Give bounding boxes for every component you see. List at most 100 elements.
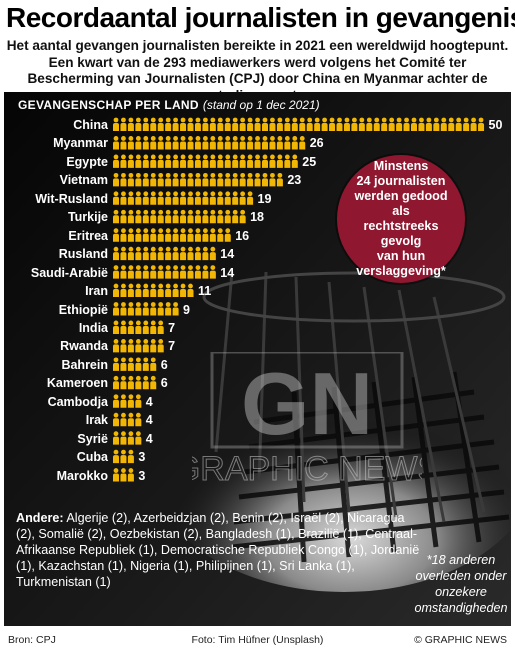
person-icon (373, 117, 380, 131)
person-icon (187, 117, 194, 131)
person-icon (165, 191, 172, 205)
person-icon (269, 154, 276, 168)
person-icon (127, 449, 134, 464)
person-icon (135, 394, 142, 408)
bar (113, 302, 179, 316)
person-icon (113, 117, 119, 131)
person-icon (239, 172, 246, 187)
person-icon (209, 117, 216, 131)
person-icon (150, 357, 157, 371)
person-icon (232, 209, 239, 224)
person-icon (224, 191, 231, 205)
person-icon (113, 191, 119, 205)
bar-value-label: 16 (235, 228, 250, 243)
person-icon (150, 136, 157, 150)
bar-value-label: 11 (197, 284, 212, 299)
person-icon (336, 117, 343, 131)
person-icon (157, 136, 164, 150)
person-icon (120, 209, 127, 224)
person-icon (135, 246, 142, 261)
person-icon (165, 283, 172, 298)
person-icon (165, 117, 172, 131)
person-icon (135, 136, 142, 150)
country-label: Myanmar (53, 136, 108, 151)
person-icon (217, 117, 224, 131)
person-icon (135, 412, 142, 427)
person-icon (150, 283, 157, 298)
person-icon (321, 117, 328, 131)
bar-value-label: 6 (160, 376, 168, 391)
other-countries: Andere: Algerije (2), Azerbeidzjan (2), … (16, 510, 426, 590)
person-icon (254, 154, 261, 168)
person-icon (127, 394, 134, 408)
person-icon (247, 191, 254, 205)
person-icon (165, 246, 172, 261)
person-icon (194, 191, 201, 205)
person-icon (284, 154, 291, 168)
bar-value-label: 3 (138, 450, 146, 465)
person-icon (172, 209, 179, 224)
country-label: Irak (85, 413, 108, 428)
person-icon (113, 394, 119, 408)
person-icon (194, 228, 201, 242)
person-icon (202, 209, 209, 224)
person-icon (217, 228, 224, 242)
badge-line: van hun (376, 249, 426, 263)
person-icon (232, 136, 239, 150)
person-icon (135, 172, 142, 187)
bar (113, 154, 298, 168)
bar-value-label: 9 (183, 302, 190, 317)
country-label: Marokko (56, 468, 108, 483)
footer: Bron: CPJ Foto: Tim Hüfner (Unsplash) © … (0, 628, 515, 650)
chart-note: (stand op 1 dec 2021) (202, 98, 320, 112)
person-icon (202, 246, 209, 261)
person-icon (150, 265, 157, 279)
person-icon (135, 302, 142, 316)
person-icon (113, 172, 119, 187)
person-icon (142, 172, 149, 187)
bar-value-label: 14 (220, 265, 235, 280)
person-icon (142, 357, 149, 371)
bar (113, 320, 164, 334)
person-icon (232, 172, 239, 187)
person-icon (120, 468, 127, 482)
person-icon (150, 172, 157, 187)
person-icon (276, 136, 283, 150)
bar (113, 394, 142, 408)
person-icon (224, 154, 231, 168)
person-icon (127, 339, 134, 353)
person-icon (120, 431, 127, 445)
person-icon (262, 117, 268, 131)
person-icon (180, 117, 187, 131)
person-icon (224, 228, 231, 242)
person-icon (306, 117, 313, 131)
person-icon (150, 117, 157, 131)
person-icon (157, 302, 164, 316)
bar-value-label: 4 (145, 394, 153, 409)
person-icon (127, 468, 134, 482)
person-icon (194, 172, 201, 187)
bar (113, 209, 246, 224)
person-icon (239, 136, 246, 150)
bar (113, 339, 164, 353)
person-icon (440, 117, 447, 131)
person-icon (247, 117, 254, 131)
person-icon (165, 154, 172, 168)
person-icon (239, 117, 246, 131)
person-icon (135, 228, 142, 242)
person-icon (142, 265, 149, 279)
bar (113, 431, 142, 445)
person-icon (127, 265, 134, 279)
person-icon (135, 375, 142, 390)
person-icon (247, 154, 254, 168)
person-icon (262, 172, 268, 187)
person-icon (217, 154, 224, 168)
person-icon (142, 283, 149, 298)
person-icon (276, 117, 283, 131)
person-icon (135, 265, 142, 279)
person-icon (120, 246, 127, 261)
person-icon (254, 117, 261, 131)
bar (113, 246, 216, 261)
person-icon (209, 228, 216, 242)
person-icon (202, 228, 209, 242)
